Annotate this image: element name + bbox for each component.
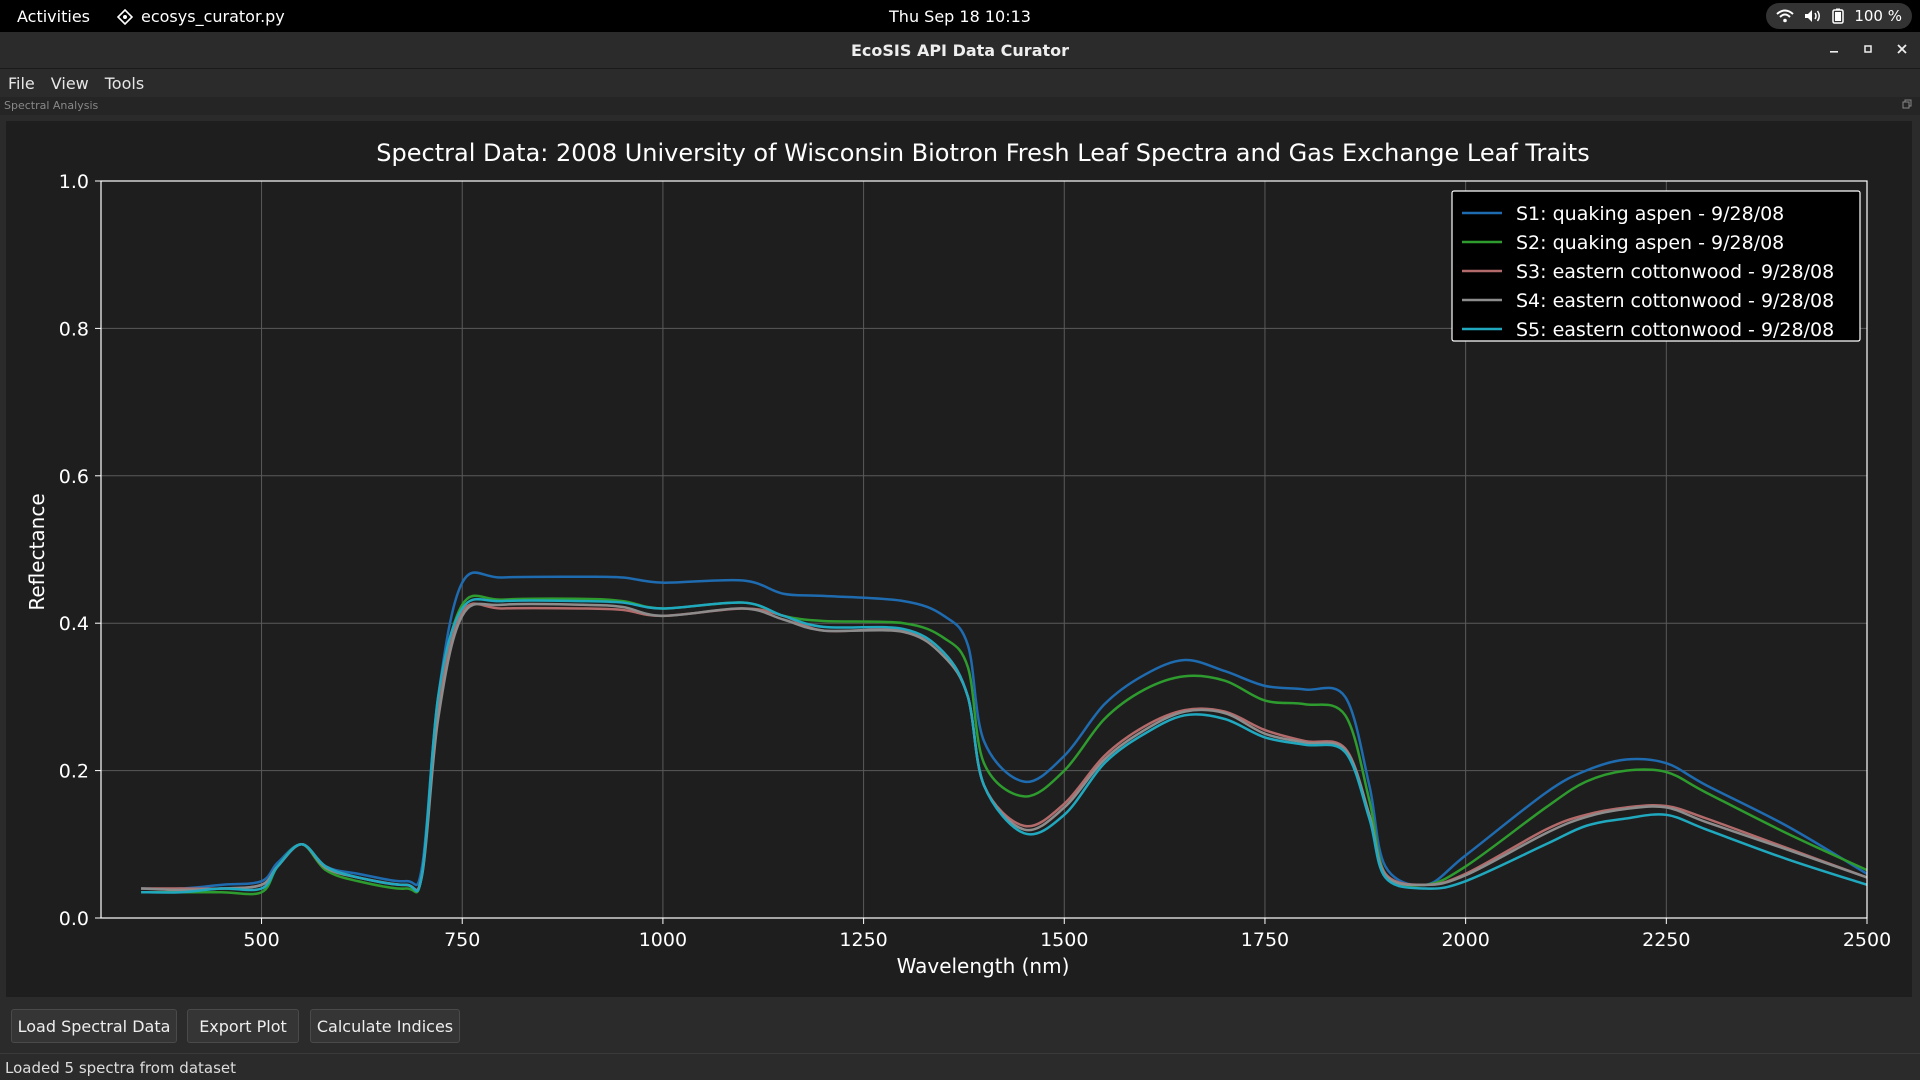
x-tick-label: 2500 [1843, 929, 1891, 951]
menu-bar: File View Tools [0, 69, 1920, 97]
legend-label: S5: eastern cottonwood - 9/28/08 [1516, 319, 1834, 341]
app-icon [117, 8, 133, 25]
y-tick-label: 0.0 [59, 908, 89, 930]
x-tick-label: 1750 [1241, 929, 1289, 951]
minimize-icon [1830, 51, 1838, 53]
spectral-chart[interactable]: 500 750 1000 1250 1500 1750 2000 2250 2500 0.0 0.2… [6, 121, 1912, 997]
status-text: Loaded 5 spectra from dataset [5, 1059, 237, 1077]
battery-icon [1832, 8, 1845, 24]
chart-ylabel: Reflectance [25, 493, 49, 610]
legend-box [1451, 190, 1861, 342]
legend-label: S4: eastern cottonwood - 9/28/08 [1516, 290, 1834, 312]
x-tick-label: 1250 [839, 929, 887, 951]
x-tick-label: 500 [243, 929, 279, 951]
legend-label: S3: eastern cottonwood - 9/28/08 [1516, 261, 1834, 283]
menu-view[interactable]: View [50, 74, 89, 93]
wifi-icon [1776, 9, 1795, 23]
window-titlebar[interactable]: EcoSIS API Data Curator [0, 32, 1920, 69]
legend-label: S2: quaking aspen - 9/28/08 [1516, 232, 1784, 254]
x-tick-label: 2250 [1642, 929, 1690, 951]
chart-legend: S1: quaking aspen - 9/28/08 S2: quaking a… [1451, 190, 1861, 342]
menu-file[interactable]: File [8, 74, 35, 93]
series-line-s1 [141, 571, 1868, 891]
dock-title: Spectral Analysis [4, 99, 99, 112]
y-tick-label: 0.2 [59, 761, 89, 783]
chart-ticks: 500 750 1000 1250 1500 1750 2000 2250 2500 0.0 0.2… [59, 171, 1891, 951]
clock[interactable]: Thu Sep 18 10:13 [889, 7, 1031, 26]
dock-titlebar[interactable]: Spectral Analysis [0, 97, 1920, 115]
x-tick-label: 1500 [1040, 929, 1088, 951]
maximize-icon [1864, 45, 1872, 53]
export-plot-button[interactable]: Export Plot [187, 1009, 299, 1043]
close-icon [1897, 44, 1907, 54]
x-tick-label: 750 [444, 929, 480, 951]
y-tick-label: 0.4 [59, 613, 89, 635]
y-tick-label: 0.8 [59, 318, 89, 340]
close-button[interactable] [1892, 40, 1912, 60]
battery-level: 100 % [1854, 7, 1902, 25]
x-tick-label: 2000 [1441, 929, 1489, 951]
calculate-indices-button[interactable]: Calculate Indices [310, 1009, 460, 1043]
y-tick-label: 1.0 [59, 171, 89, 193]
chart-title: Spectral Data: 2008 University of Wiscon… [376, 139, 1589, 167]
load-spectral-data-button[interactable]: Load Spectral Data [11, 1009, 177, 1043]
system-top-bar: Activities ecosys_curator.py Thu Sep 18 … [0, 0, 1920, 32]
axes-frame [100, 180, 1868, 919]
activities-button[interactable]: Activities [17, 7, 90, 26]
window-title: EcoSIS API Data Curator [850, 41, 1070, 60]
app-name: ecosys_curator.py [141, 7, 285, 26]
series-line-s5 [141, 597, 1868, 894]
maximize-button[interactable] [1858, 40, 1878, 60]
app-menu[interactable]: ecosys_curator.py [117, 7, 285, 26]
legend-label: S1: quaking aspen - 9/28/08 [1516, 203, 1784, 225]
x-tick-label: 1000 [639, 929, 687, 951]
minimize-button[interactable] [1824, 40, 1844, 60]
volume-icon [1805, 10, 1821, 22]
system-tray[interactable]: 100 % [1766, 3, 1912, 29]
y-tick-label: 0.6 [59, 466, 89, 488]
chart-xlabel: Wavelength (nm) [897, 954, 1070, 978]
plot-panel: 500 750 1000 1250 1500 1750 2000 2250 2500 0.0 0.2… [0, 115, 1920, 997]
menu-tools[interactable]: Tools [104, 74, 145, 93]
dock-float-icon[interactable] [1902, 98, 1912, 112]
button-row: Load Spectral Data Export Plot Calculate… [0, 997, 1920, 1053]
status-bar: Loaded 5 spectra from dataset [0, 1053, 1920, 1080]
chart-series [141, 571, 1868, 896]
series-line-s2 [141, 594, 1868, 896]
